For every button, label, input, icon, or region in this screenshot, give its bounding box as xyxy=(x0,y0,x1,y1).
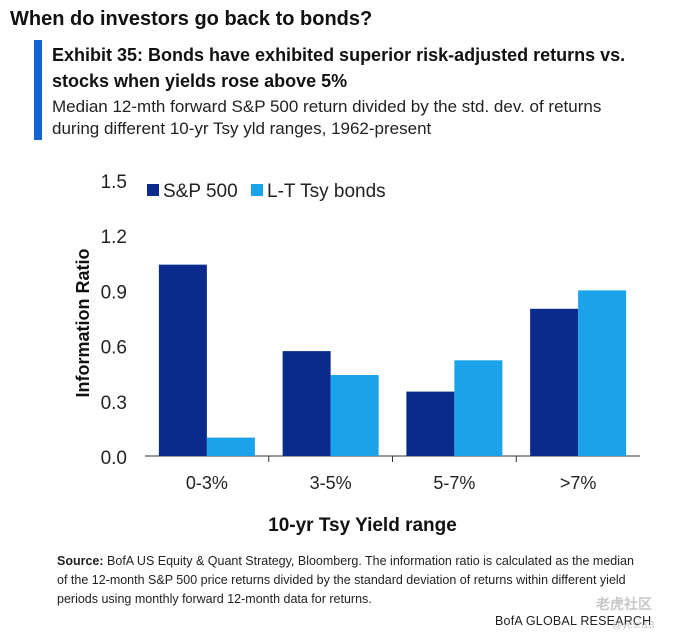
bar-tsy-bonds xyxy=(578,290,627,456)
exhibit-accent-bar xyxy=(34,40,42,140)
legend-swatch-tsy-bonds xyxy=(251,184,263,196)
y-axis-label: Information Ratio xyxy=(73,249,93,398)
exhibit-subtitle: Median 12-mth forward S&P 500 return div… xyxy=(52,97,602,138)
bar-chart: 0.0 0.3 0.6 0.9 1.2 1.5 Information Ratio 0-3% 3… xyxy=(73,172,640,536)
y-tick-label: 0.6 xyxy=(101,338,127,359)
y-tick-label: 0.9 xyxy=(101,282,127,303)
source-text: BofA US Equity & Quant Strategy, Bloombe… xyxy=(57,554,634,606)
legend-label-sp500: S&P 500 xyxy=(163,181,238,202)
exhibit-title: Exhibit 35: Bonds have exhibited superio… xyxy=(52,45,626,91)
bar-tsy-bonds xyxy=(206,437,255,456)
y-tick-label: 0.0 xyxy=(101,448,127,469)
legend-label-tsy-bonds: L-T Tsy bonds xyxy=(267,181,386,202)
x-tick-label: 3-5% xyxy=(310,473,352,493)
y-tick-label: 1.2 xyxy=(101,227,127,248)
page-headline: When do investors go back to bonds? xyxy=(10,8,373,30)
footer-credit: BofA GLOBAL RESEARCH xyxy=(495,614,652,628)
bar-tsy-bonds xyxy=(454,360,503,456)
x-axis-label: 10-yr Tsy Yield range xyxy=(268,515,457,536)
watermark-handle: @yesh13 xyxy=(612,620,655,631)
bar-tsy-bonds xyxy=(330,375,379,456)
source-note: Source: BofA US Equity & Quant Strategy,… xyxy=(57,552,647,609)
y-tick-label: 1.5 xyxy=(101,172,127,193)
bar-sp500 xyxy=(406,391,455,456)
y-tick-label: 0.3 xyxy=(101,393,127,414)
bar-sp500 xyxy=(530,308,579,456)
legend-swatch-sp500 xyxy=(147,184,159,196)
x-tick-label: >7% xyxy=(560,473,597,493)
x-tick-label: 0-3% xyxy=(186,473,228,493)
source-label: Source: xyxy=(57,554,104,568)
bar-sp500 xyxy=(282,351,331,456)
x-tick-label: 5-7% xyxy=(433,473,475,493)
bar-sp500 xyxy=(158,264,207,456)
watermark-text: 老虎社区 xyxy=(596,596,652,612)
